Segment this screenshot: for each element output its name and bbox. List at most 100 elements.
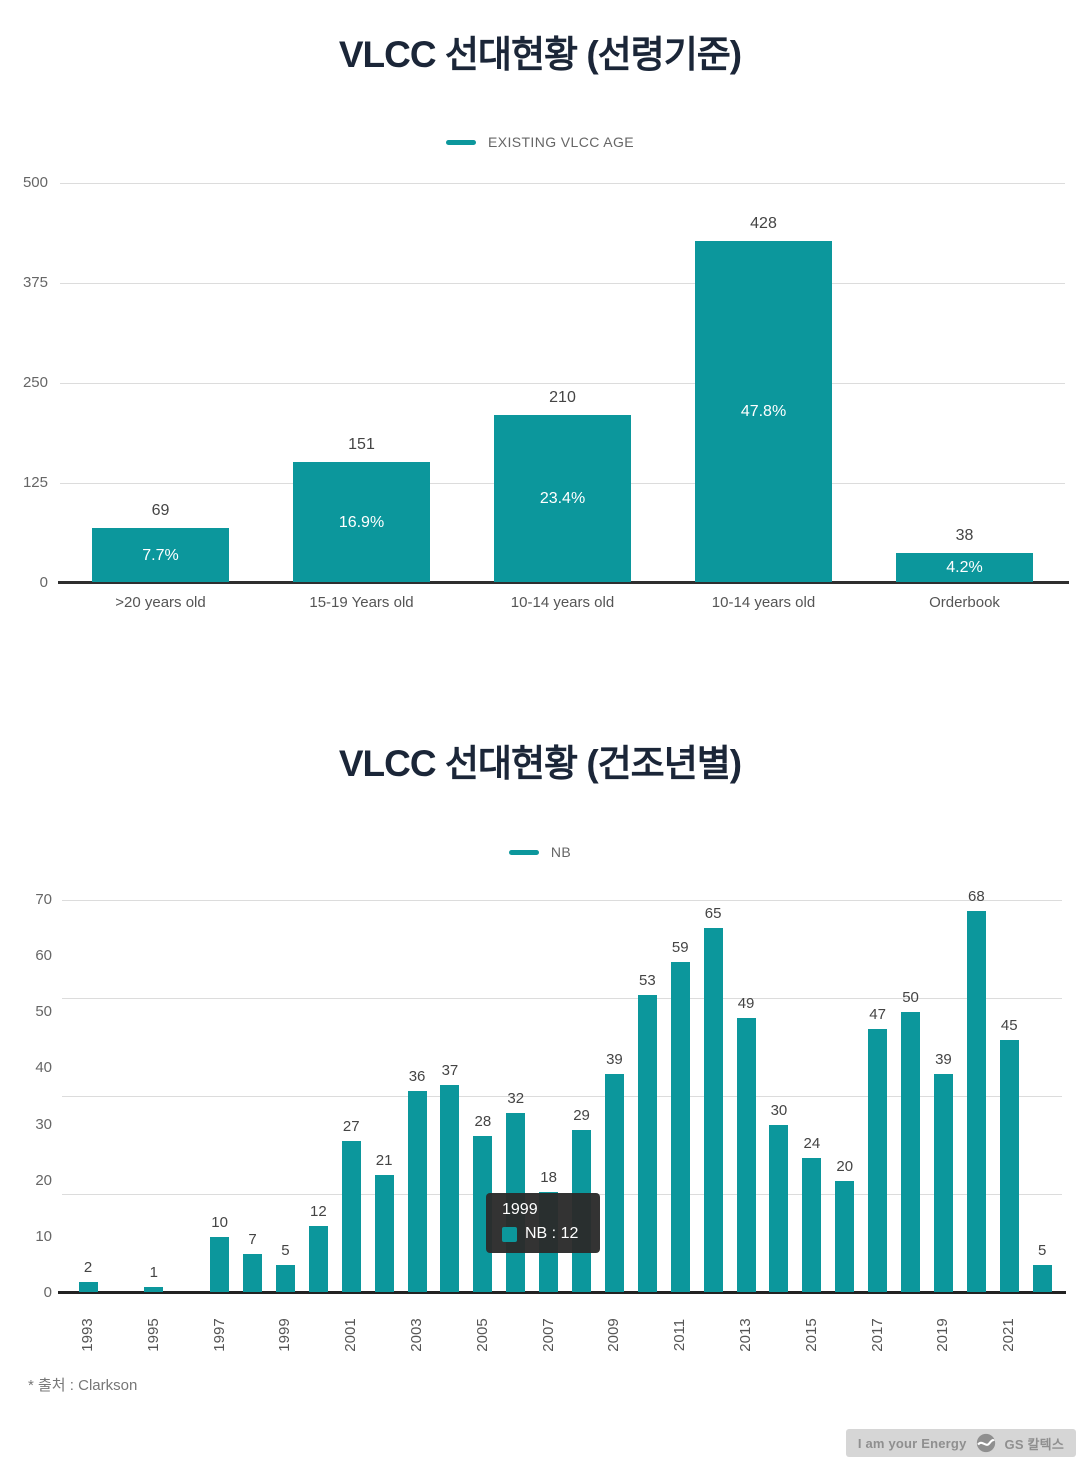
bar[interactable] [966,911,986,1292]
x-axis-tick-label: 2003 [408,1318,426,1352]
y-axis-tick-label: 0 [39,574,48,591]
bar[interactable] [308,1225,328,1292]
bar[interactable] [999,1040,1019,1292]
x-axis-tick-label: 2011 [671,1318,689,1352]
bar[interactable] [78,1281,98,1292]
bar-value-label: 210 [549,389,576,406]
x-axis-tick-label: 2017 [868,1318,886,1352]
bar[interactable] [933,1074,953,1292]
x-axis-tick-label: 1999 [276,1318,294,1352]
x-axis-tick-label: 2021 [1000,1318,1018,1352]
x-axis-tick-label: 2013 [737,1318,755,1352]
bar[interactable] [407,1090,427,1292]
y-axis-tick-label: 50 [35,1003,52,1021]
x-axis-tick-label: 2007 [539,1318,557,1352]
chart2-legend-swatch-icon [508,849,539,855]
bar-percent-label: 16.9% [338,513,385,531]
chart2-title: VLCC 선대현황 (건조년별) [338,743,742,784]
y-axis-tick-label: 30 [35,1115,52,1133]
bar[interactable] [92,528,229,582]
bar-value-label: 38 [955,527,974,544]
gridline [62,1096,1062,1097]
chart1-legend-label: EXISTING VLCC AGE [487,134,635,150]
bar[interactable] [670,961,690,1292]
brand-name: GS 칼텍스 [1004,1436,1064,1452]
x-axis-category-label: >20 years old [115,594,206,611]
tooltip-title: 1999 [502,1201,538,1218]
bar-value-label: 65 [704,905,722,923]
x-axis-tick-label: 2019 [934,1318,952,1352]
source-note: * 출처 : Clarkson [28,1377,138,1394]
y-axis-tick-label: 40 [35,1059,52,1077]
brand-slogan: I am your Energy [857,1435,967,1451]
y-axis-tick-label: 375 [22,274,48,291]
bar-value-label: 5 [1037,1241,1047,1259]
chart1-title: VLCC 선대현황 (선령기준) [338,34,742,75]
x-axis-tick-label: 1997 [210,1318,228,1352]
x-axis-tick-label: 1993 [79,1318,97,1352]
bar[interactable] [210,1236,230,1292]
bar[interactable] [769,1124,789,1292]
bar[interactable] [341,1141,361,1292]
y-axis-tick-label: 20 [35,1171,52,1189]
bar-value-label: 53 [639,972,656,990]
y-axis-tick-label: 70 [35,891,52,908]
bar[interactable] [901,1012,921,1292]
chart2-legend[interactable]: NB [0,844,1080,860]
bar[interactable] [695,241,832,582]
bar-percent-label: 4.2% [946,559,983,576]
x-axis-line [58,581,1069,584]
bar-value-label: 36 [408,1067,426,1085]
bar-value-label: 7 [248,1230,257,1248]
bar[interactable] [275,1264,295,1292]
tooltip-value: NB : 12 [525,1225,579,1242]
bar[interactable] [868,1029,888,1292]
x-axis-tick-label: 2015 [802,1318,820,1352]
y-axis-tick-label: 60 [35,947,52,965]
bar[interactable] [604,1074,624,1292]
bar[interactable] [896,553,1033,582]
bar[interactable] [374,1175,394,1292]
bar-value-label: 5 [281,1241,290,1259]
x-axis-tick-label: 2005 [473,1318,491,1352]
gridline [60,382,1065,384]
bar[interactable] [637,995,657,1292]
bar-value-label: 49 [737,994,755,1012]
chart1-legend[interactable]: EXISTING VLCC AGE [0,134,1080,150]
x-axis-line [58,1291,1066,1294]
bar[interactable] [802,1158,822,1292]
bar-value-label: 29 [573,1107,590,1125]
bar-value-label: 30 [770,1101,788,1119]
gs-caltex-logo-icon [976,1433,995,1453]
y-axis-tick-label: 0 [43,1284,52,1301]
bar-value-label: 37 [441,1062,459,1080]
x-axis-tick-label: 2009 [605,1318,623,1352]
bar[interactable] [293,462,430,582]
bar-value-label: 24 [803,1135,821,1153]
bar[interactable] [243,1253,263,1292]
gridline [60,282,1065,284]
bar-value-label: 28 [474,1112,492,1130]
bar-value-label: 39 [606,1051,623,1069]
bar-percent-label: 7.7% [142,546,179,564]
bar[interactable] [703,928,723,1292]
x-axis-category-label: 10-14 years old [510,594,615,611]
bar[interactable] [473,1135,493,1292]
bar-value-label: 45 [1000,1017,1018,1035]
bar[interactable] [440,1085,460,1292]
bar-value-label: 428 [750,215,777,232]
y-axis-tick-label: 250 [22,374,48,391]
bar-value-label: 21 [375,1152,393,1170]
bar[interactable] [1032,1264,1052,1292]
bar[interactable] [835,1180,855,1292]
gridline [60,182,1065,184]
bar-value-label: 59 [671,938,689,956]
y-axis-tick-label: 125 [22,474,48,491]
gridline [62,997,1062,999]
chart1-legend-swatch-icon [445,139,476,145]
bar[interactable] [736,1017,756,1292]
bar[interactable] [494,415,631,582]
bar-value-label: 68 [968,888,985,906]
bar[interactable] [144,1287,164,1292]
